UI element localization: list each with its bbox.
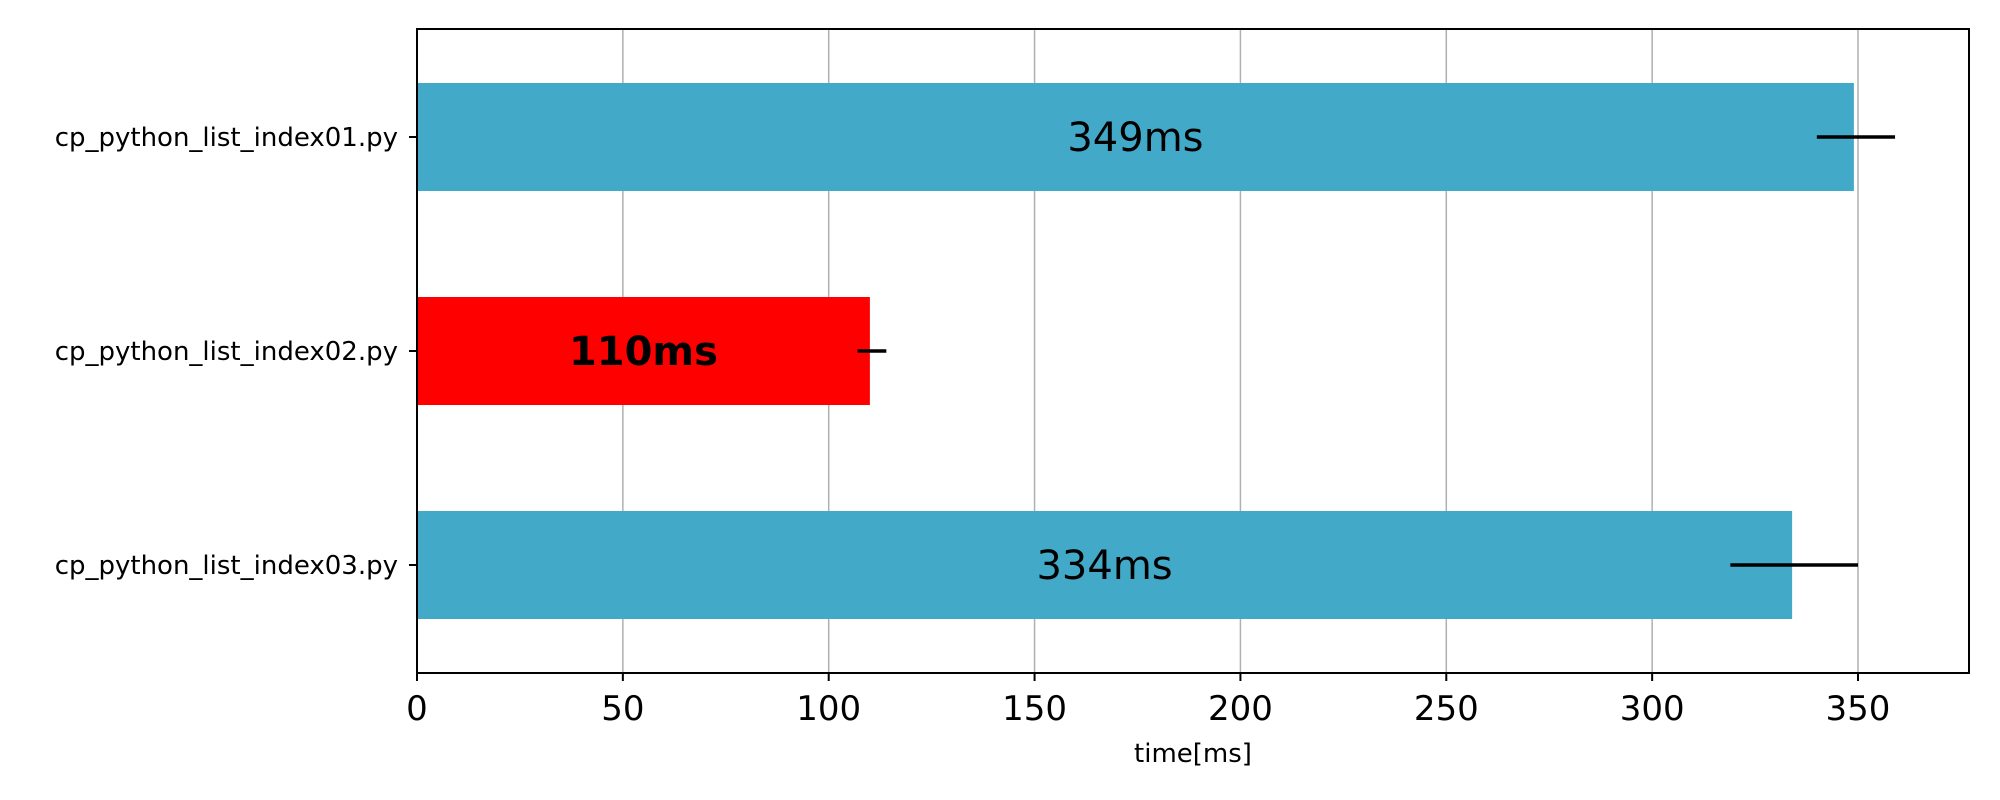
x-tick-label-150: 150: [1002, 689, 1067, 729]
x-tick-label-250: 250: [1414, 689, 1479, 729]
x-tick-label-100: 100: [796, 689, 861, 729]
y-axis: cp_python_list_index01.py cp_python_list_…: [55, 123, 417, 581]
bar-label-3: 334ms: [1036, 543, 1172, 589]
x-tick-label-0: 0: [406, 689, 428, 729]
x-tick-label-200: 200: [1208, 689, 1273, 729]
x-axis: 0 50 100 150 200 250 300 350: [406, 673, 1890, 729]
bar-2: [417, 297, 870, 405]
x-tick-label-350: 350: [1826, 689, 1891, 729]
x-axis-label: time[ms]: [1134, 739, 1252, 769]
x-tick-label-300: 300: [1620, 689, 1685, 729]
bars: [417, 83, 1854, 619]
error-bars: [857, 135, 1896, 567]
x-tick-label-50: 50: [601, 689, 644, 729]
bar-label-2: 110ms: [569, 329, 718, 375]
bar-labels: 349ms 110ms 334ms: [569, 115, 1204, 589]
bar-3: [417, 511, 1793, 619]
y-tick-label-3: cp_python_list_index03.py: [55, 551, 398, 581]
y-tick-label-2: cp_python_list_index02.py: [55, 337, 398, 367]
y-tick-label-1: cp_python_list_index01.py: [55, 123, 398, 153]
bar-label-1: 349ms: [1067, 115, 1203, 161]
bar-1: [417, 83, 1854, 191]
